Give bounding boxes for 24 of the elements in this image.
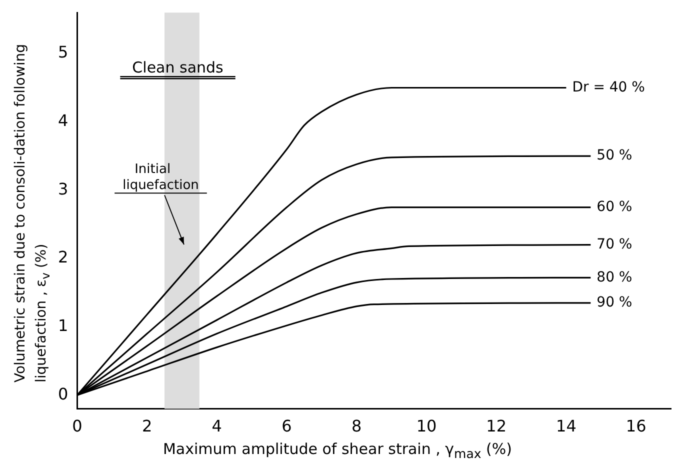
x-tick-label: 4	[212, 416, 222, 436]
series-label: Dr = 40 %	[572, 79, 645, 96]
series-label: 80 %	[596, 269, 632, 286]
series-label: 70 %	[596, 236, 632, 252]
y-tick-label: 5	[58, 42, 68, 62]
x-tick-label: 0	[72, 416, 82, 436]
y-tick-label: 4	[58, 111, 68, 130]
x-tick-label: 2	[142, 416, 152, 436]
series-label: 50 %	[596, 148, 632, 164]
y-tick-label: 1	[58, 316, 68, 335]
series-label: 60 %	[596, 198, 632, 215]
x-tick-label: 8	[352, 416, 362, 436]
x-tick-label: 14	[556, 416, 576, 436]
x-tick-label: 12	[486, 416, 507, 436]
x-tick-label: 6	[282, 416, 292, 436]
x-tick-label: 10	[416, 416, 437, 436]
x-tick-label: 16	[626, 416, 646, 436]
y-tick-label: 2	[58, 248, 68, 267]
y-tick-label: 3	[58, 179, 68, 198]
band-label: Initial liquefaction	[122, 162, 199, 194]
series-label: 90 %	[596, 294, 632, 311]
annotation: Clean sands	[132, 58, 224, 77]
y-tick-label: 0	[58, 384, 68, 404]
x-axis-title: Maximum amplitude of shear strain , γ$_{max}$ (%)	[162, 440, 514, 461]
